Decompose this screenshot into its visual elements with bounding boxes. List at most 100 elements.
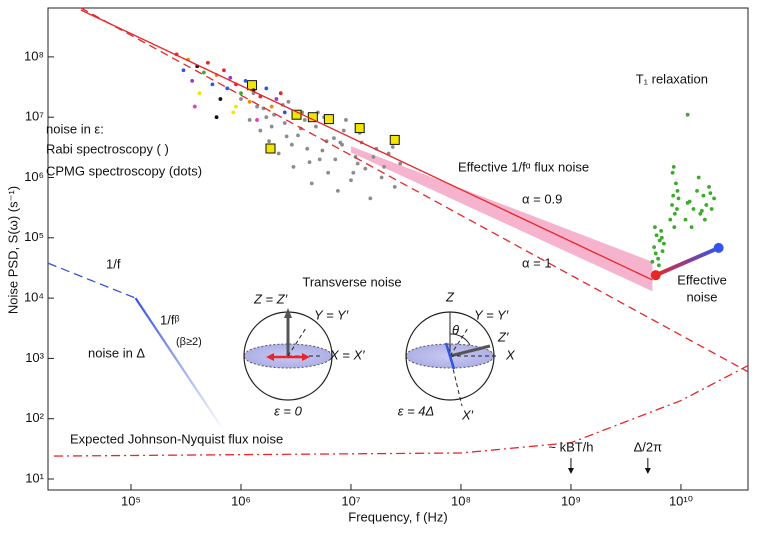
data-point	[709, 207, 714, 211]
data-point	[302, 118, 307, 122]
x-tick-label: 10⁹	[561, 493, 581, 508]
data-point	[192, 104, 197, 109]
data-point	[675, 207, 679, 211]
data-point	[335, 188, 340, 193]
data-point	[674, 181, 678, 186]
data-point	[670, 170, 675, 175]
annotation: T₁ relaxation	[636, 71, 708, 86]
x-tick-label: 10⁷	[341, 493, 360, 508]
x-axis-label: Frequency, f (Hz)	[348, 509, 447, 524]
data-point	[307, 160, 312, 165]
data-point	[699, 208, 704, 213]
data-point	[181, 68, 186, 73]
data-point	[691, 207, 696, 211]
data-point	[239, 97, 243, 101]
data-point	[291, 164, 296, 169]
effective-noise-point	[650, 270, 661, 281]
data-point	[650, 259, 655, 264]
data-point	[675, 188, 680, 193]
data-point	[314, 124, 318, 129]
uncertainty-band	[350, 146, 653, 292]
data-point	[309, 181, 314, 186]
annotation: Transverse noise	[302, 274, 401, 289]
data-point	[264, 115, 269, 120]
data-point	[338, 140, 343, 145]
data-point	[652, 245, 656, 250]
diagram-label: X	[505, 347, 516, 362]
y-tick-label: 10¹	[25, 470, 44, 485]
data-point	[656, 256, 661, 261]
data-point	[269, 104, 274, 109]
data-point	[332, 136, 336, 141]
data-point	[210, 82, 215, 87]
data-point	[278, 91, 283, 96]
bloch-sphere-right	[405, 311, 496, 407]
data-point	[243, 78, 248, 83]
data-point	[333, 157, 338, 162]
line	[54, 365, 749, 457]
y-tick-label: 10⁷	[25, 109, 44, 124]
data-point	[676, 196, 681, 201]
data-point	[662, 241, 666, 246]
y-axis-label: Noise PSD, S(ω) (s⁻¹)	[5, 186, 20, 314]
data-square	[323, 114, 334, 125]
data-point	[296, 133, 300, 138]
frequency-marker-label: ~ kBT/h	[548, 439, 593, 454]
data-point	[344, 118, 348, 122]
data-point	[368, 196, 373, 201]
data-point	[672, 225, 677, 230]
data-point	[320, 148, 325, 153]
data-point	[659, 229, 664, 233]
annotation: Effective	[677, 272, 727, 287]
data-point	[654, 233, 659, 238]
x-tick-label: 10⁶	[231, 493, 251, 508]
data-point	[696, 175, 701, 180]
diagram-label: Z	[445, 289, 455, 304]
frequency-marker-head	[567, 468, 574, 474]
annotation: Expected Johnson-Nyquist flux noise	[70, 431, 283, 446]
data-point	[201, 70, 206, 75]
data-point	[656, 263, 661, 268]
data-point	[282, 121, 287, 125]
y-tick-label: 10³	[25, 350, 44, 365]
diagram-label: X′	[461, 407, 474, 422]
data-square	[247, 80, 258, 91]
diagram-label: X = X′	[329, 347, 365, 362]
data-point	[255, 104, 259, 109]
data-point	[371, 154, 376, 159]
data-point	[683, 217, 688, 222]
frequency-marker-label: Δ/2π	[634, 439, 663, 454]
data-square	[354, 123, 365, 134]
data-point	[234, 104, 238, 109]
data-point	[363, 166, 368, 171]
data-point	[222, 68, 226, 73]
line	[47, 262, 136, 299]
line	[80, 7, 749, 373]
data-square	[389, 134, 400, 145]
y-tick-label: 10⁴	[24, 290, 44, 305]
data-point	[659, 235, 664, 240]
data-point	[668, 217, 673, 222]
annotation: α = 1	[522, 255, 552, 270]
data-point	[382, 164, 386, 169]
data-point	[671, 164, 676, 169]
data-point	[276, 151, 281, 156]
data-point	[341, 128, 346, 133]
data-point	[289, 142, 294, 147]
annotation: CPMG spectroscopy (dots)	[46, 163, 202, 178]
data-point	[707, 184, 711, 189]
data-point	[398, 161, 403, 166]
data-point	[349, 178, 353, 183]
data-point	[685, 112, 690, 117]
annotation: 1/fᵝ	[160, 312, 179, 327]
data-point	[390, 145, 395, 149]
diagram-label: Z = Z′	[253, 291, 288, 306]
line	[134, 297, 225, 432]
data-point	[657, 238, 662, 243]
annotation: 1/f	[106, 256, 121, 271]
diagram-label: Y = Y′	[474, 307, 509, 322]
data-point	[267, 139, 271, 144]
data-point	[274, 97, 279, 101]
data-point	[660, 249, 665, 254]
